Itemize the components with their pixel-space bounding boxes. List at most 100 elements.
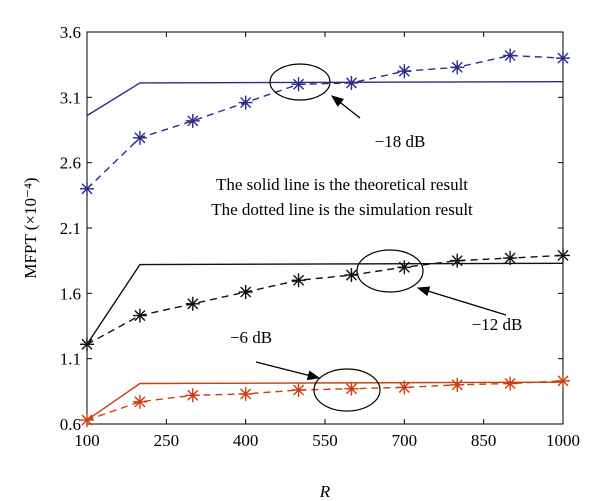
star-stroke <box>504 252 516 264</box>
star-stroke <box>345 77 357 89</box>
annotation-label: −18 dB <box>375 132 426 151</box>
star-stroke <box>81 414 93 426</box>
x-tick-label: 700 <box>392 431 418 450</box>
theoretical-line <box>86 262 564 345</box>
series-layer <box>80 48 570 428</box>
simulation-point <box>80 413 94 428</box>
star-stroke <box>504 377 516 390</box>
annotation-2: −6 dB <box>230 328 381 412</box>
y-tick-label: 2.1 <box>60 219 81 238</box>
series-group-1 <box>80 248 570 352</box>
plot-frame <box>86 31 564 425</box>
series-group-2 <box>80 373 570 428</box>
x-tick-label: 850 <box>471 431 497 450</box>
x-tick-label: 100 <box>74 431 100 450</box>
simulation-point <box>556 51 570 66</box>
y-axis: 0.6 1.1 1.6 2.1 2.6 3.1 3.6 <box>60 23 563 434</box>
star-stroke <box>557 249 569 261</box>
star-stroke <box>557 52 569 64</box>
x-tick-label: 400 <box>233 431 259 450</box>
highlight-ellipse <box>356 249 424 293</box>
simulation-point <box>503 376 518 391</box>
annotation-layer: −18 dB −12 dB −6 dB <box>230 63 523 412</box>
annotation-label: −12 dB <box>472 315 523 334</box>
star-stroke <box>451 61 463 73</box>
simulation-point <box>397 64 412 79</box>
star-stroke <box>187 389 199 401</box>
simulation-point <box>344 268 359 283</box>
simulation-point <box>132 394 147 409</box>
annotation-0: −18 dB <box>269 63 426 151</box>
star-stroke <box>187 115 199 127</box>
theoretical-line <box>86 381 564 421</box>
highlight-ellipse <box>269 63 331 101</box>
star-stroke <box>240 286 252 298</box>
star-stroke <box>293 274 305 286</box>
simulation-point <box>556 248 570 263</box>
star-stroke <box>398 381 410 393</box>
star-stroke <box>398 65 410 77</box>
simulation-point <box>238 285 253 300</box>
simulation-point <box>450 377 465 392</box>
note-solid-line: The solid line is the theoretical result <box>216 175 468 194</box>
simulation-point <box>291 273 306 288</box>
simulation-point <box>80 181 94 196</box>
star-stroke <box>240 97 252 109</box>
simulation-point <box>185 113 200 128</box>
simulation-line <box>86 54 564 190</box>
y-tick-label: 1.6 <box>60 284 81 303</box>
simulation-point <box>397 380 412 395</box>
star-stroke <box>134 132 146 144</box>
x-axis-label: R <box>319 482 331 501</box>
simulation-point <box>185 296 200 311</box>
simulation-point <box>185 388 200 403</box>
x-tick-label: 250 <box>154 431 180 450</box>
simulation-point <box>291 77 306 92</box>
star-stroke <box>557 375 569 387</box>
simulation-point <box>238 95 253 110</box>
simulation-point <box>238 386 253 401</box>
star-stroke <box>345 269 357 281</box>
x-tick-label: 550 <box>312 431 338 450</box>
y-tick-label: 0.6 <box>60 415 81 434</box>
simulation-point <box>556 373 570 388</box>
simulation-point <box>132 130 147 145</box>
annotation-arrow <box>255 361 321 381</box>
star-stroke <box>81 338 93 350</box>
star-stroke <box>134 310 146 322</box>
simulation-point <box>503 251 518 266</box>
y-axis-label: MFPT (×10⁻⁴) <box>21 177 40 278</box>
simulation-point <box>132 308 147 323</box>
star-stroke <box>134 396 146 408</box>
simulation-point <box>397 260 412 275</box>
simulation-point <box>291 383 306 398</box>
y-tick-label: 1.1 <box>60 350 81 369</box>
y-tick-label: 2.6 <box>60 154 81 173</box>
simulation-line <box>86 254 564 345</box>
highlight-ellipse <box>313 368 381 412</box>
star-stroke <box>293 384 305 396</box>
star-stroke <box>81 183 93 195</box>
star-stroke <box>240 388 252 400</box>
x-axis: 100 250 400 550 700 850 1000 <box>74 32 580 450</box>
simulation-point <box>344 381 359 396</box>
star-stroke <box>345 383 357 395</box>
simulation-point <box>450 60 465 75</box>
simulation-point <box>80 337 94 352</box>
star-stroke <box>398 261 410 273</box>
star-stroke <box>293 78 305 90</box>
annotation-1: −12 dB <box>356 249 523 334</box>
star-stroke <box>451 379 463 391</box>
x-tick-label: 1000 <box>546 431 580 450</box>
simulation-point <box>450 253 465 268</box>
series-group-0 <box>80 48 570 196</box>
y-tick-label: 3.1 <box>60 88 81 107</box>
y-tick-label: 3.6 <box>60 23 81 42</box>
simulation-line <box>86 380 564 421</box>
annotation-label: −6 dB <box>230 328 272 347</box>
annotation-arrow <box>331 95 361 119</box>
theoretical-line <box>86 80 564 117</box>
star-stroke <box>504 49 516 62</box>
star-stroke <box>187 298 199 310</box>
